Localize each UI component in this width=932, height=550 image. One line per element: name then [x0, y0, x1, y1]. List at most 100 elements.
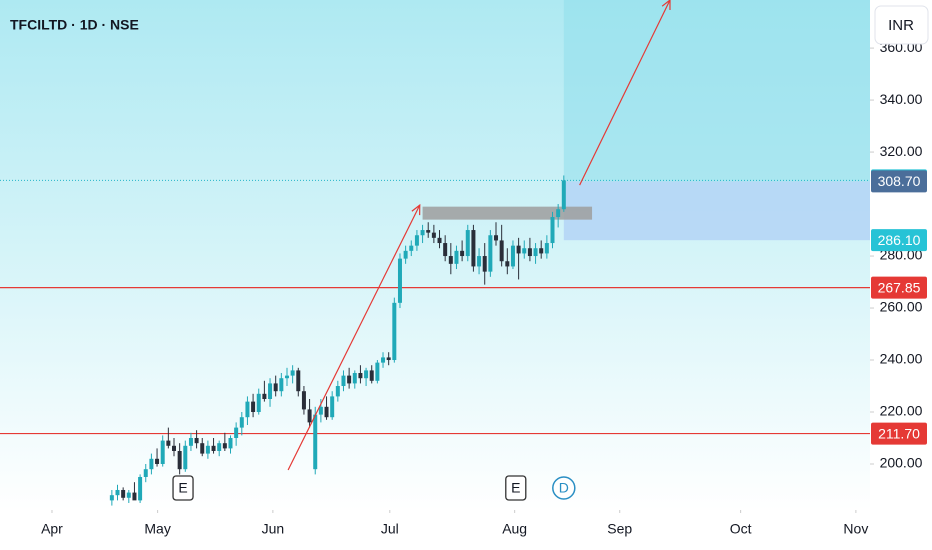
- candle-body: [296, 370, 301, 392]
- candle-body: [183, 445, 188, 470]
- candle-body: [420, 230, 425, 236]
- candle-body: [301, 391, 306, 410]
- candle-body: [443, 243, 448, 257]
- candle-body: [155, 458, 160, 464]
- arrow-line: [579, 0, 671, 186]
- candle-body: [352, 373, 357, 384]
- candle-body: [561, 180, 566, 210]
- event-marker: [172, 475, 194, 501]
- x-tick-label: Jun: [262, 521, 285, 537]
- candle-body: [556, 209, 561, 218]
- candle-body: [448, 256, 453, 264]
- price-label: 211.70: [878, 425, 920, 441]
- y-tick-label: 200.00: [880, 455, 923, 471]
- candle-body: [505, 261, 510, 267]
- candle-body: [222, 443, 227, 449]
- candle-body: [516, 245, 521, 254]
- candle-body: [335, 386, 340, 397]
- x-tick-label: Jul: [381, 521, 399, 537]
- x-tick-label: Nov: [843, 521, 868, 537]
- price-label: 267.85: [878, 279, 921, 295]
- event-marker: [552, 476, 576, 500]
- event-label: D: [559, 480, 569, 496]
- candle-body: [465, 230, 470, 257]
- arrow-head: [411, 203, 421, 216]
- arrow-line: [287, 204, 421, 471]
- stop-zone: [563, 181, 870, 241]
- candle-body: [482, 256, 487, 272]
- candle-body: [172, 445, 176, 451]
- candle-body: [200, 443, 205, 454]
- price-axis: [870, 0, 932, 550]
- candle-body: [279, 378, 284, 392]
- candle-body: [403, 250, 408, 259]
- candle-body: [414, 235, 419, 246]
- y-tick-label: 240.00: [880, 351, 923, 367]
- candle-body: [132, 492, 137, 501]
- candle-body: [522, 248, 527, 254]
- candle-body: [477, 256, 482, 267]
- candle-body: [494, 235, 499, 241]
- candle-body: [341, 375, 346, 387]
- arrow-head: [661, 0, 671, 11]
- chart-title: TFCILTD · 1D · NSE: [10, 17, 139, 33]
- price-label: 308.70: [878, 173, 921, 189]
- candle-body: [330, 396, 335, 418]
- candle-body: [143, 469, 148, 477]
- candle-body: [437, 237, 442, 244]
- candle-body: [228, 437, 233, 449]
- candle-body: [318, 406, 323, 415]
- y-tick-label: 260.00: [880, 299, 923, 315]
- candle-body: [386, 357, 391, 361]
- candle-body: [375, 362, 380, 381]
- y-tick-label: 220.00: [880, 403, 923, 419]
- candle-body: [431, 232, 436, 238]
- candle-body: [488, 235, 493, 272]
- candle-body: [324, 406, 329, 418]
- candle-body: [533, 248, 538, 257]
- candle-body: [454, 250, 459, 264]
- candle-body: [194, 437, 199, 444]
- candle-body: [392, 302, 397, 361]
- price-label-bg: [871, 170, 927, 193]
- time-axis: [0, 510, 870, 550]
- candle-body: [313, 414, 318, 470]
- candle-body: [273, 383, 278, 392]
- y-tick-label: 340.00: [880, 91, 923, 107]
- candle-body: [358, 373, 363, 379]
- candle-body: [307, 409, 312, 423]
- price-label-bg: [871, 422, 927, 445]
- candle-body: [527, 248, 532, 257]
- event-label: E: [511, 480, 520, 496]
- candle-body: [217, 443, 222, 451]
- candle-body: [166, 440, 171, 446]
- candle-body: [109, 495, 114, 501]
- candle-body: [369, 370, 374, 381]
- candle-body: [121, 489, 126, 498]
- candle-body: [409, 245, 414, 251]
- candle-body: [205, 445, 210, 454]
- y-tick-label: 320.00: [880, 143, 923, 159]
- x-tick-label: Sep: [607, 521, 632, 537]
- candle-body: [149, 458, 154, 470]
- price-label: 286.10: [878, 232, 921, 248]
- currency-label: INR: [888, 17, 914, 34]
- candle-body: [211, 445, 216, 451]
- candle-body: [499, 240, 504, 262]
- candle-body: [364, 370, 369, 379]
- candle-body: [251, 401, 256, 413]
- price-label-bg: [871, 229, 927, 252]
- candle-body: [245, 401, 250, 418]
- candle-body: [234, 427, 239, 438]
- candle-body: [239, 417, 244, 428]
- candle-body: [115, 489, 120, 496]
- candle-body: [138, 476, 143, 501]
- event-marker: [505, 475, 527, 501]
- candle-body: [268, 383, 273, 400]
- candle-body: [177, 450, 182, 470]
- price-label-bg: [871, 276, 927, 299]
- candle-body: [381, 357, 386, 363]
- candle-body: [160, 440, 165, 464]
- currency-button[interactable]: [874, 5, 929, 45]
- candle-body: [284, 375, 289, 379]
